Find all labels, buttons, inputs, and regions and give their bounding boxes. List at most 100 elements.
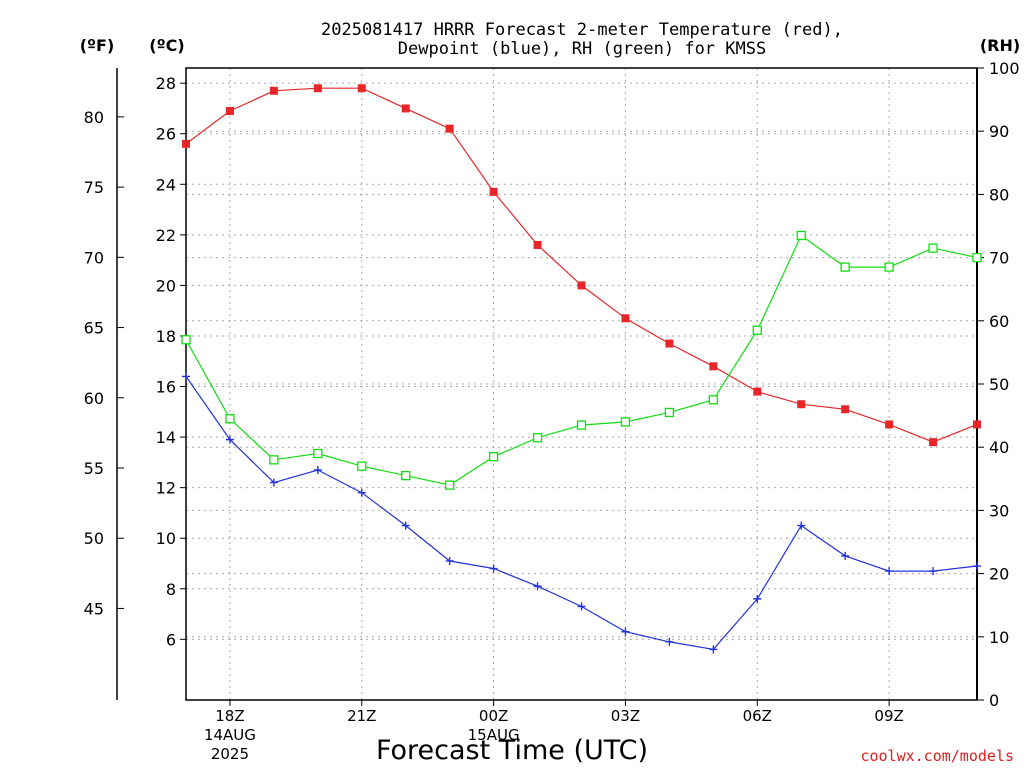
dewpoint-point-9 [577,602,586,611]
rh-tick-label-20: 20 [989,565,1009,584]
dewpoint-point-14 [797,521,806,530]
credit-text: coolwx.com/models [860,747,1014,765]
rh-axis: 0 10 20 30 40 50 60 70 80 90 100 [977,59,1020,710]
temperature-point-14 [797,400,806,409]
rh-point-1 [225,414,235,424]
rh-tick-label-50: 50 [989,375,1009,394]
c-tick-label-22: 22 [156,226,176,245]
temperature-point-10 [621,314,630,323]
dewpoint-point-17 [929,567,938,576]
f-tick-label-65: 65 [84,319,104,338]
temperature-point-2 [269,86,278,95]
rh-series [181,230,982,490]
temperature-point-13 [753,387,762,396]
rh-point-9 [576,420,587,430]
c-tick-label-18: 18 [156,327,176,346]
temperature-point-16 [885,420,894,429]
temperature-point-8 [533,240,542,249]
rh-tick-label-100: 100 [989,59,1020,78]
temperature-point-0 [182,139,190,148]
x-tick-label-18-1: 14AUG [204,726,256,744]
rh-point-6 [445,480,455,490]
rh-tick-label-40: 40 [989,438,1009,457]
dewpoint-series [182,372,981,654]
rh-point-15 [840,262,850,272]
dewpoint-point-10 [621,627,630,636]
dewpoint-point-1 [225,435,234,444]
x-axis-title: Forecast Time (UTC) [376,735,648,766]
fahrenheit-axis: 45 50 55 60 65 70 75 80 [84,108,124,618]
rh-tick-label-30: 30 [989,501,1009,520]
celsius-unit-label: (ºC) [149,36,184,55]
dewpoint-point-5 [401,521,410,530]
x-tick-label-18-0: 18Z [215,707,244,725]
c-tick-label-6: 6 [166,630,176,649]
f-tick-label-60: 60 [84,389,104,408]
rh-point-5 [401,470,411,481]
dewpoint-point-3 [313,465,322,474]
dewpoint-point-8 [533,582,542,591]
c-tick-label-10: 10 [156,529,176,548]
x-tick-label-33-0: 09Z [874,707,903,725]
rh-point-12 [708,395,718,405]
temperature-point-12 [709,362,718,371]
rh-tick-label-90: 90 [989,122,1009,141]
dewpoint-point-7 [489,564,498,573]
rh-unit-label: (RH) [980,36,1020,55]
c-tick-label-16: 16 [156,378,176,397]
rh-tick-label-60: 60 [989,312,1009,331]
temperature-series [182,84,981,447]
temperature-point-1 [225,106,234,115]
rh-point-2 [269,455,279,465]
x-tick-label-18-2: 2025 [211,745,249,763]
x-tick-label-24-1: 15AUG [468,726,520,744]
dewpoint-point-11 [665,637,674,646]
dewpoint-point-12 [709,645,718,654]
x-tick-label-24-0: 00Z [479,707,508,725]
temperature-point-5 [401,104,410,113]
rh-point-11 [664,407,675,418]
rh-point-4 [357,461,367,471]
rh-point-13 [752,325,762,335]
temperature-point-3 [313,84,322,93]
rh-point-18 [972,252,982,263]
rh-tick-label-70: 70 [989,249,1009,268]
c-tick-label-20: 20 [156,276,176,295]
dewpoint-point-16 [885,567,894,576]
dewpoint-point-13 [753,594,762,603]
temperature-point-11 [665,339,674,348]
dewpoint-point-15 [841,551,850,560]
rh-point-0 [181,335,191,345]
dewpoint-point-0 [182,372,190,381]
x-tick-label-21-0: 21Z [347,707,376,725]
dewpoint-point-2 [269,478,278,487]
series-layer [181,84,982,654]
f-tick-label-50: 50 [84,529,104,548]
rh-point-10 [620,417,631,427]
x-tick-label-30-0: 06Z [743,707,772,725]
x-tick-label-27-0: 03Z [611,707,640,725]
temperature-point-7 [489,187,498,196]
c-tick-label-12: 12 [156,479,176,498]
rh-point-7 [488,452,499,462]
f-tick-label-55: 55 [84,459,104,478]
rh-tick-label-10: 10 [989,628,1009,647]
c-tick-label-8: 8 [166,580,176,599]
temperature-line [185,87,978,443]
chart-title-line2: Dewpoint (blue), RH (green) for KMSS [398,39,766,59]
rh-point-3 [313,448,323,459]
temperature-point-17 [929,438,938,447]
f-tick-label-45: 45 [84,599,104,618]
f-tick-label-75: 75 [84,178,104,197]
rh-tick-label-0: 0 [989,691,999,710]
dewpoint-point-18 [973,562,981,571]
dewpoint-point-4 [357,488,366,497]
temperature-point-15 [841,405,850,414]
rh-point-14 [796,230,806,241]
rh-tick-label-80: 80 [989,185,1009,204]
fahrenheit-unit-label: (ºF) [80,36,115,55]
f-tick-label-70: 70 [84,248,104,267]
f-tick-label-80: 80 [84,108,104,127]
